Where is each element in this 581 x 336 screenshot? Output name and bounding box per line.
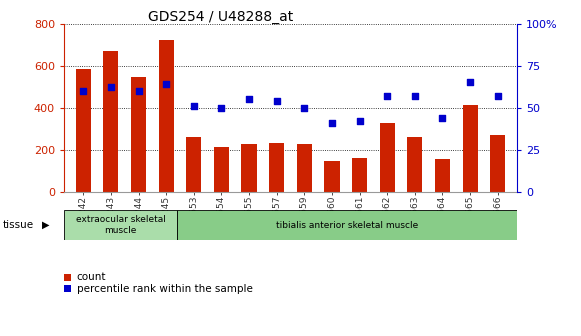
Point xyxy=(355,118,364,124)
Bar xyxy=(103,51,119,192)
Text: tibialis anterior skeletal muscle: tibialis anterior skeletal muscle xyxy=(276,221,418,229)
Text: GDS254 / U48288_at: GDS254 / U48288_at xyxy=(148,10,293,24)
Bar xyxy=(214,148,229,192)
Text: ▶: ▶ xyxy=(42,220,50,230)
Bar xyxy=(297,144,312,192)
Point xyxy=(300,105,309,110)
Bar xyxy=(64,210,177,240)
Point xyxy=(327,120,336,125)
Point xyxy=(493,93,503,98)
Bar xyxy=(131,77,146,192)
Bar xyxy=(490,135,505,192)
Point xyxy=(217,105,226,110)
Point xyxy=(382,93,392,98)
Point xyxy=(189,103,199,109)
Text: tissue: tissue xyxy=(3,220,34,230)
Bar xyxy=(462,106,478,192)
Bar xyxy=(186,137,202,192)
Point xyxy=(245,96,254,102)
Point xyxy=(106,85,116,90)
Bar xyxy=(177,210,517,240)
Bar xyxy=(435,159,450,192)
Bar xyxy=(324,161,339,192)
Bar xyxy=(76,69,91,192)
Text: extraocular skeletal
muscle: extraocular skeletal muscle xyxy=(76,215,166,235)
Point xyxy=(272,98,281,103)
Point xyxy=(438,115,447,120)
Point xyxy=(78,88,88,93)
Bar xyxy=(407,137,422,192)
Bar xyxy=(242,144,257,192)
Bar xyxy=(269,143,284,192)
Point xyxy=(465,80,475,85)
Bar xyxy=(159,40,174,192)
Text: count: count xyxy=(77,272,106,282)
Text: percentile rank within the sample: percentile rank within the sample xyxy=(77,284,253,294)
Point xyxy=(134,88,143,93)
Point xyxy=(410,93,419,98)
Bar xyxy=(352,158,367,192)
Bar xyxy=(379,123,395,192)
Point xyxy=(162,81,171,87)
